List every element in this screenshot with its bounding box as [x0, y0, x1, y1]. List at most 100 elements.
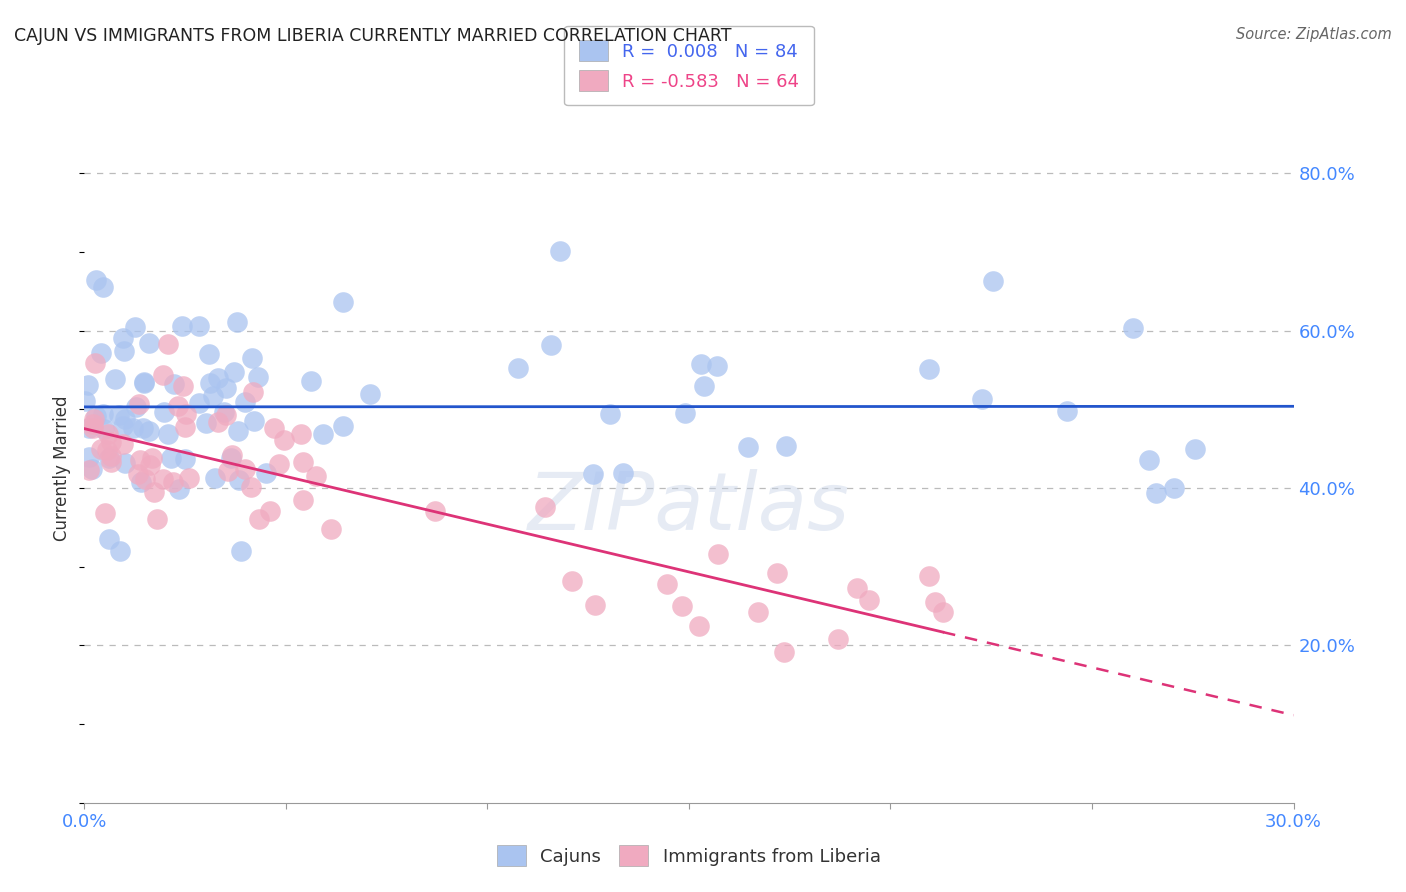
Point — [599, 407, 621, 421]
Point — [581, 467, 603, 482]
Point — [214, 405, 236, 419]
Text: Source: ZipAtlas.com: Source: ZipAtlas.com — [1236, 27, 1392, 42]
Point — [172, 379, 194, 393]
Point — [79, 450, 101, 464]
Point — [561, 574, 583, 588]
Point — [273, 433, 295, 447]
Point — [533, 500, 555, 514]
Point — [146, 512, 169, 526]
Point — [693, 378, 716, 392]
Point — [112, 418, 135, 433]
Point — [108, 544, 131, 558]
Point — [224, 365, 246, 379]
Point — [201, 389, 224, 403]
Point — [162, 475, 184, 489]
Point — [773, 645, 796, 659]
Point — [225, 315, 247, 329]
Point — [1184, 442, 1206, 456]
Point — [233, 462, 256, 476]
Point — [243, 414, 266, 428]
Point — [291, 493, 314, 508]
Point — [1144, 486, 1167, 500]
Point — [93, 422, 115, 436]
Point — [152, 368, 174, 383]
Point — [100, 449, 122, 463]
Point — [918, 569, 941, 583]
Point — [233, 394, 256, 409]
Point — [219, 450, 242, 465]
Point — [128, 397, 150, 411]
Point — [75, 393, 97, 408]
Point — [924, 595, 946, 609]
Point — [583, 599, 606, 613]
Point — [332, 418, 354, 433]
Point — [169, 482, 191, 496]
Point — [129, 475, 152, 489]
Point — [747, 605, 769, 619]
Point — [114, 456, 136, 470]
Point — [97, 426, 120, 441]
Point — [247, 369, 270, 384]
Point — [311, 427, 333, 442]
Point — [112, 343, 135, 358]
Point — [228, 473, 250, 487]
Point — [100, 455, 122, 469]
Point — [84, 273, 107, 287]
Point — [90, 345, 112, 359]
Point — [97, 450, 120, 465]
Point — [240, 351, 263, 365]
Point — [671, 599, 693, 613]
Point — [240, 480, 263, 494]
Point — [128, 453, 150, 467]
Point — [217, 464, 239, 478]
Point — [98, 532, 121, 546]
Point — [254, 466, 277, 480]
Point — [1139, 452, 1161, 467]
Point — [174, 407, 197, 421]
Point — [290, 427, 312, 442]
Point — [134, 472, 156, 486]
Point — [690, 357, 713, 371]
Point — [132, 420, 155, 434]
Point — [100, 434, 122, 449]
Point — [93, 506, 115, 520]
Point — [263, 421, 285, 435]
Point — [188, 395, 211, 409]
Text: CAJUN VS IMMIGRANTS FROM LIBERIA CURRENTLY MARRIED CORRELATION CHART: CAJUN VS IMMIGRANTS FROM LIBERIA CURRENT… — [14, 27, 731, 45]
Point — [83, 411, 105, 425]
Point — [305, 468, 328, 483]
Point — [321, 522, 343, 536]
Point — [194, 416, 217, 430]
Point — [706, 359, 728, 373]
Point — [215, 408, 238, 422]
Point — [540, 338, 562, 352]
Point — [918, 361, 941, 376]
Point — [242, 385, 264, 400]
Point — [188, 318, 211, 333]
Point — [1056, 404, 1078, 418]
Point — [82, 417, 104, 431]
Point — [91, 407, 114, 421]
Point — [177, 471, 200, 485]
Point — [425, 504, 447, 518]
Point — [125, 400, 148, 414]
Point — [166, 399, 188, 413]
Point — [138, 336, 160, 351]
Point — [152, 472, 174, 486]
Point — [142, 485, 165, 500]
Legend: Cajuns, Immigrants from Liberia: Cajuns, Immigrants from Liberia — [482, 831, 896, 880]
Point — [111, 331, 134, 345]
Point — [82, 461, 104, 475]
Point — [114, 411, 136, 425]
Point — [299, 374, 322, 388]
Point — [207, 415, 229, 429]
Point — [675, 406, 697, 420]
Point — [138, 424, 160, 438]
Point — [76, 377, 98, 392]
Point — [267, 457, 290, 471]
Point — [845, 581, 868, 595]
Point — [111, 436, 134, 450]
Point — [156, 336, 179, 351]
Point — [221, 448, 243, 462]
Point — [359, 387, 381, 401]
